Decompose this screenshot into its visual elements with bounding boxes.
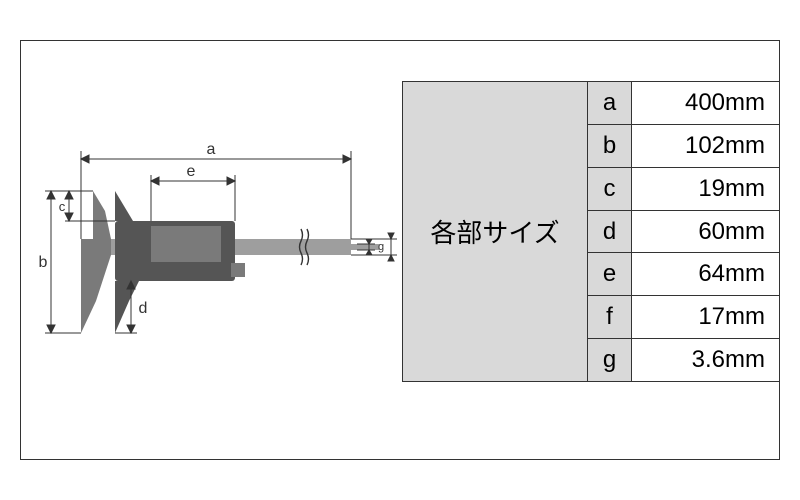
dim-value: 400mm [632, 82, 779, 124]
dim-label-d: d [139, 300, 148, 317]
dim-key: c [588, 168, 632, 210]
table-caption-cell: 各部サイズ [403, 82, 588, 381]
dim-value: 3.6mm [632, 339, 779, 381]
table-caption: 各部サイズ [430, 213, 559, 250]
outer-frame: a e b c d f g 各部サイズ a 400mm [20, 40, 780, 460]
dim-label-e: e [187, 163, 196, 180]
table-row: d 60mm [588, 211, 779, 254]
dim-key: g [588, 339, 632, 381]
dim-value: 64mm [632, 253, 779, 295]
dim-key: f [588, 296, 632, 338]
dim-key: a [588, 82, 632, 124]
dim-value: 102mm [632, 125, 779, 167]
dim-value: 60mm [632, 211, 779, 253]
caliper-diagram: a e b c d f g [21, 41, 421, 459]
table-row: f 17mm [588, 296, 779, 339]
dimensions-table: 各部サイズ a 400mm b 102mm c 19mm d 60mm [402, 81, 779, 382]
dim-label-c: c [59, 199, 66, 214]
dim-label-g: g [378, 241, 384, 253]
table-row: c 19mm [588, 168, 779, 211]
dim-key: e [588, 253, 632, 295]
table-body: a 400mm b 102mm c 19mm d 60mm e 64mm [588, 82, 779, 381]
dim-label-a: a [207, 141, 216, 158]
dim-value: 17mm [632, 296, 779, 338]
dim-key: d [588, 211, 632, 253]
table-row: b 102mm [588, 125, 779, 168]
table-row: a 400mm [588, 82, 779, 125]
dim-value: 19mm [632, 168, 779, 210]
table-row: e 64mm [588, 253, 779, 296]
dim-label-b: b [39, 254, 48, 271]
table-row: g 3.6mm [588, 339, 779, 381]
dim-key: b [588, 125, 632, 167]
